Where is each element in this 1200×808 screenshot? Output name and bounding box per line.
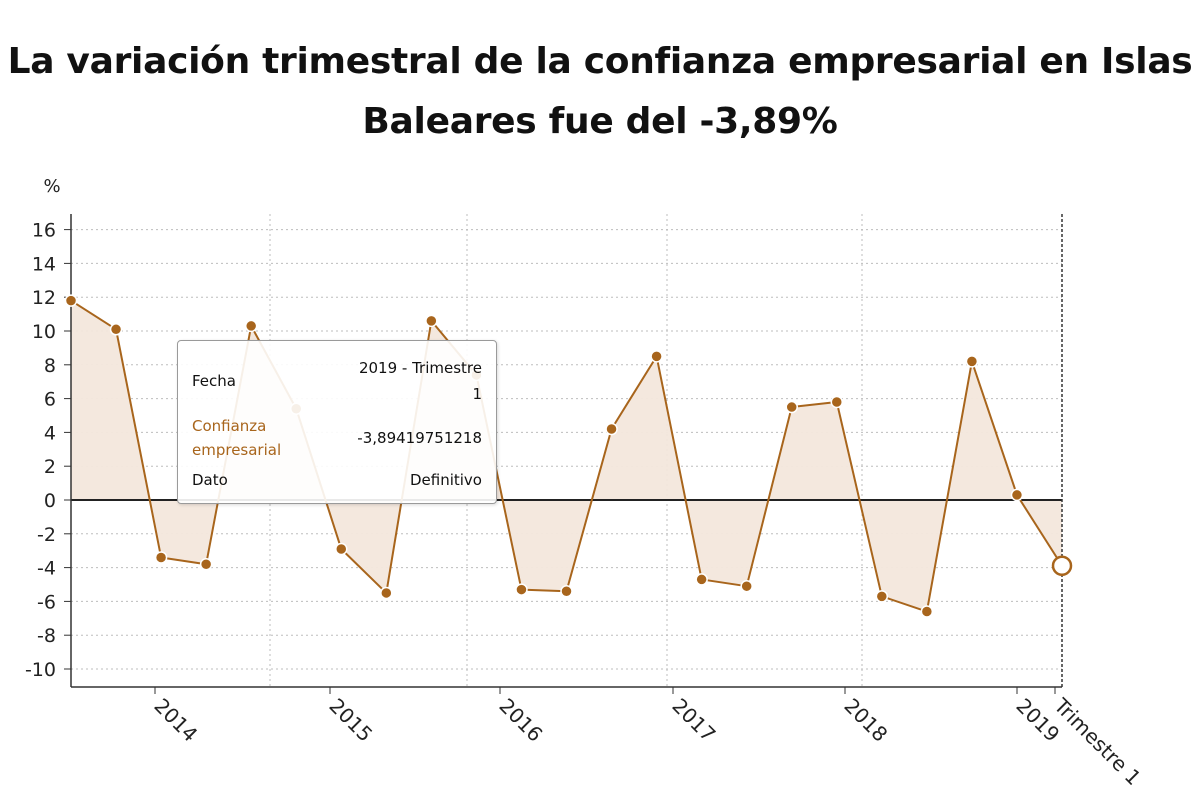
data-point[interactable] [605,422,618,436]
y-tick-label: 16 [32,220,56,242]
y-tick-label: 8 [44,355,56,377]
tooltip-fecha-value-1: 2019 - Trimestre [358,359,482,377]
data-point[interactable] [154,551,168,564]
x-tick-label: 2015 [324,694,377,747]
tooltip-dato-label: Dato [192,471,228,489]
tooltip-fecha-label: Fecha [192,372,236,390]
y-tick-label: 12 [32,287,56,309]
data-point[interactable] [965,355,979,368]
y-tick-label: -4 [37,558,56,580]
series-points [64,294,1073,618]
y-tick-label: -2 [37,524,56,546]
x-tick-label: 2019 [1011,694,1064,747]
tooltip-fecha-value-2: 1 [472,385,482,403]
data-point[interactable] [380,586,393,600]
tooltip-series-value: -3,89419751218 [357,429,482,447]
x-tick-label: 2014 [149,694,202,747]
highlighted-data-point[interactable] [1051,555,1073,576]
data-point[interactable] [560,585,573,598]
chart-title-line-2: Baleares fue del -3,89% [362,101,838,142]
y-tick-label: 6 [44,389,56,411]
data-point[interactable] [695,573,708,586]
data-point[interactable] [920,605,934,618]
y-tick-label: 10 [32,321,56,343]
tooltip-fecha-row: Fecha 2019 - Trimestre 1 [192,359,482,403]
data-point[interactable] [425,314,438,328]
tooltip-series-label-1: Confianza [192,417,267,435]
y-tick-label: -8 [37,625,56,647]
tooltip-dato-value: Definitivo [409,471,482,489]
chart-title-line-1: La variación trimestral de la confianza … [7,41,1193,82]
data-point[interactable] [650,350,663,363]
data-point[interactable] [1010,488,1024,502]
y-tick-label: 2 [44,456,56,478]
data-point[interactable] [515,583,528,596]
chart-title: La variación trimestral de la confianza … [0,32,1200,152]
data-point[interactable] [109,323,123,336]
x-tick-label: 2018 [839,694,892,747]
tooltip: Fecha 2019 - Trimestre 1 Confianza empre… [177,340,497,504]
data-point[interactable] [244,319,258,333]
data-point[interactable] [199,557,213,571]
y-tick-label: 0 [44,490,56,512]
tooltip-series-label-2: empresarial [192,441,282,459]
data-point[interactable] [875,590,889,603]
y-tick-label: 4 [44,422,56,444]
y-tick-label: -6 [37,591,56,613]
y-tick-label: -10 [25,659,56,681]
y-tick-label: 14 [32,253,56,275]
x-tick-label: Trimestre 1 [1049,693,1146,790]
data-point[interactable] [830,395,844,409]
tooltip-series-row: Confianza empresarial -3,89419751218 [192,417,482,461]
x-tick-label: 2017 [667,694,720,747]
data-point[interactable] [740,579,753,593]
y-axis-unit-label: % [43,176,60,197]
data-point[interactable] [64,294,78,307]
x-tick-label: 2016 [494,694,547,747]
data-point[interactable] [335,542,348,556]
data-point[interactable] [785,400,798,414]
tooltip-dato-row: Dato Definitivo [192,471,482,493]
y-axis-tick-labels: 16 14 12 10 8 6 4 2 0 -2 -4 -6 -8 -10 [25,220,56,681]
